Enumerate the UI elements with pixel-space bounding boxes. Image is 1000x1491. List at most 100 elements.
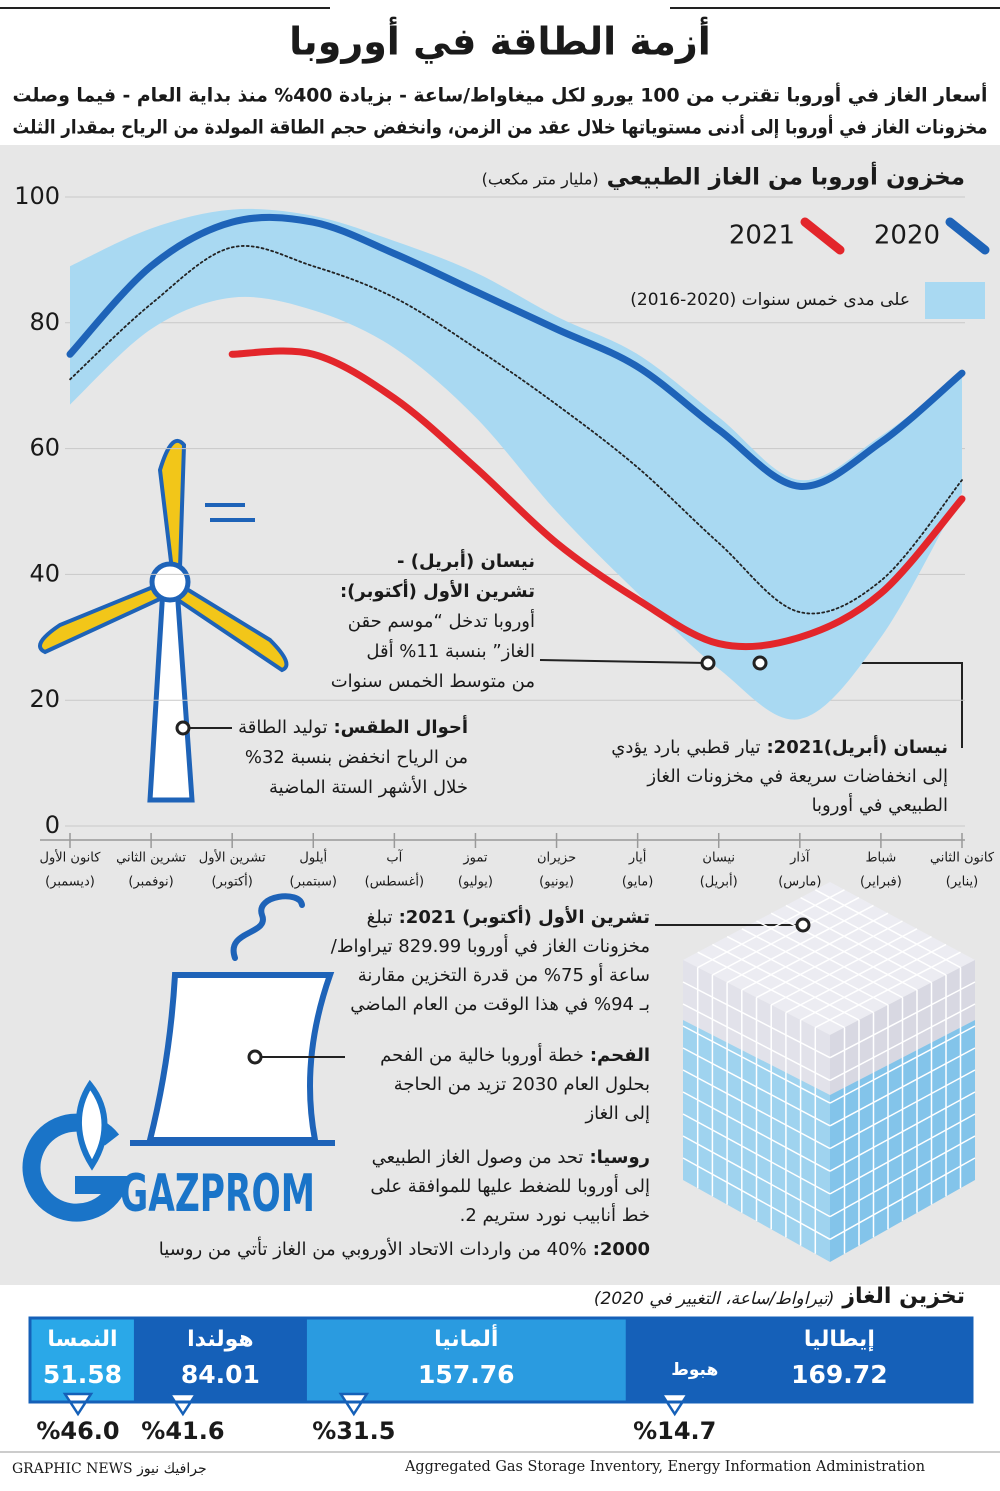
- marker-dot: [700, 655, 716, 671]
- bar-category: النمسا: [47, 1327, 117, 1352]
- y-tick-label: 100: [14, 182, 60, 210]
- cube-grid-line: [770, 928, 918, 1006]
- annotation-text: تحد من وصول الغاز الطبيعي: [372, 1147, 584, 1168]
- cube-grid-line: [829, 1135, 976, 1218]
- bar-value: 169.72: [791, 1360, 887, 1389]
- legend-label: على مدى خمس سنوات (2020-2016): [630, 290, 910, 310]
- marker-dot: [175, 720, 191, 736]
- range-band: [70, 208, 962, 720]
- y-tick-label: 80: [29, 308, 60, 336]
- chart-unit: (مليار متر مكعب): [482, 170, 599, 190]
- annotation-text: ساعة أو 75% من قدرة التخزين مقارنة: [358, 963, 650, 986]
- change-arrow: [659, 1392, 691, 1417]
- annotation-text: إلى الغاز: [584, 1103, 650, 1124]
- annotation-text: الطبيعي في أوروبا: [812, 793, 948, 816]
- cube-grid-line: [829, 1091, 976, 1172]
- x-tick-sublabel: (نوفمبر): [128, 875, 173, 890]
- footer-brand: GRAPHIC NEWS جرافيك نيوز: [12, 1461, 207, 1477]
- footer-source: Aggregated Gas Storage Inventory, Energy…: [404, 1457, 925, 1475]
- annotation-text: أوروبا تدخل “موسم حقن: [348, 609, 535, 632]
- bar-value: 84.01: [181, 1360, 260, 1389]
- annotation-text: مخزونات الغاز في أوروبا 829.99 تيراواط/: [331, 934, 650, 957]
- x-tick-sublabel: (يوليو): [458, 875, 493, 890]
- x-tick-sublabel: (يونيو): [539, 875, 574, 890]
- change-arrow: [62, 1392, 94, 1417]
- change-arrow: [338, 1392, 370, 1417]
- cube-grid-line: [785, 935, 932, 1014]
- leader: [539, 659, 709, 664]
- legend-label: 2020: [874, 221, 940, 251]
- change-label: %41.6: [141, 1417, 224, 1445]
- legend-label: 2021: [729, 221, 795, 251]
- cube-grid-line: [770, 912, 918, 991]
- steam: [230, 893, 305, 961]
- annotation-heading: نيسان (أبريل) -: [397, 549, 535, 572]
- x-tick-sublabel: (مارس): [778, 875, 821, 890]
- x-tick-label: تشرين الأول: [199, 849, 266, 866]
- y-tick-label: 60: [29, 434, 60, 462]
- x-tick-label: تشرين الثاني: [116, 851, 186, 866]
- bar-value: 51.58: [43, 1360, 122, 1389]
- bar: [133, 1317, 307, 1403]
- plot: [40, 196, 966, 848]
- cube-grid-line: [682, 1091, 831, 1172]
- bar-frame: [28, 1316, 974, 1404]
- subtitle: أسعار الغاز في أوروبا تقترب من 100 يورو …: [12, 83, 987, 107]
- y-tick-label: 20: [29, 685, 60, 713]
- marker-dot: [752, 655, 768, 671]
- x-tick-sublabel: (أغسطس): [365, 873, 424, 890]
- legend-swatch: [945, 217, 990, 255]
- turbine-blade: [175, 585, 289, 673]
- annotation-label: الفحم:: [590, 1045, 650, 1066]
- annotation-label: تشرين الأول (أكتوبر) 2021:: [399, 905, 650, 928]
- cube-grid: [682, 889, 976, 1254]
- series-line: [66, 213, 966, 490]
- bar-value: 157.76: [418, 1360, 514, 1389]
- cube-grid-line: [682, 1135, 831, 1218]
- chart-title: مخزون أوروبا من الغاز الطبيعي: [607, 161, 965, 191]
- bar-category: هولندا: [187, 1327, 254, 1352]
- logo-flame: [76, 1079, 108, 1171]
- annotation-text: تبلغ: [367, 907, 393, 928]
- legend-swatch: [800, 217, 845, 255]
- change-label: %31.5: [312, 1417, 395, 1445]
- x-tick-sublabel: (أبريل): [700, 873, 738, 890]
- annotation-label: 2000:: [593, 1239, 650, 1260]
- cube-grid-line: [800, 896, 947, 976]
- cube-grid-line: [829, 1157, 976, 1240]
- bar-category: ألمانيا: [434, 1323, 498, 1352]
- cube-grid-line: [814, 889, 961, 969]
- bar: [29, 1317, 136, 1403]
- markers: [175, 655, 811, 1065]
- turbine-blade: [38, 582, 165, 655]
- marker-dot: [247, 1049, 263, 1065]
- y-tick-label: 40: [29, 559, 60, 587]
- annotation-label: نيسان (أبريل)2021:: [766, 735, 948, 758]
- series-line: [228, 347, 966, 651]
- legend-swatch: [925, 282, 985, 319]
- cube-grid-line: [785, 904, 932, 984]
- cube-grid-line: [829, 1069, 976, 1150]
- x-tick-label: نيسان: [702, 851, 735, 866]
- x-tick-sublabel: (مايو): [622, 875, 653, 890]
- change-note: هبوط: [671, 1360, 718, 1380]
- annotation-text: تيار قطبي بارد يؤدي: [611, 737, 760, 758]
- x-tick-sublabel: (ديسمبر): [45, 875, 95, 890]
- x-tick-label: كانون الأول: [40, 849, 102, 866]
- x-tick-sublabel: (فبراير): [860, 875, 902, 890]
- annotation-text: الغاز” بنسبة 11% أقل: [366, 639, 535, 662]
- x-tick-sublabel: (أكتوبر): [211, 873, 252, 890]
- cube-grid-line: [800, 943, 947, 1021]
- change-label: %14.7: [633, 1417, 716, 1445]
- annotation-label: أحوال الطقس:: [333, 715, 468, 738]
- annotation-text: خط أنابيب نورد ستريم 2.: [460, 1203, 650, 1226]
- annotation-text: بحلول العام 2030 تزيد من الحاجة: [394, 1074, 650, 1095]
- cube-grid-line: [682, 1113, 831, 1195]
- annotation-text: من متوسط الخمس سنوات: [331, 671, 535, 692]
- annotation-text: خطة أوروبا خالية من الفحم: [380, 1043, 584, 1066]
- x-tick-sublabel: (سبتمبر): [290, 875, 338, 890]
- bar-title: تخزين الغاز: [841, 1284, 965, 1309]
- title: أزمة الطاقة في أوروبا: [289, 17, 711, 65]
- annotation-text: من الرياح انخفض بنسبة 32%: [245, 747, 468, 768]
